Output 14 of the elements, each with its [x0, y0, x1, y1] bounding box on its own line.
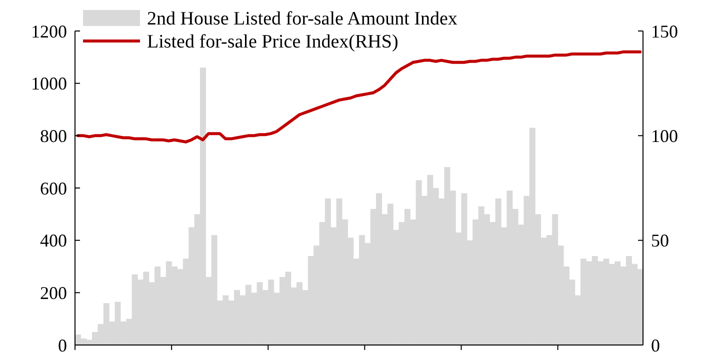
y2-tick-label: 150 — [651, 21, 678, 42]
y2-tick-label: 100 — [651, 126, 678, 146]
y-tick-label: 1200 — [31, 21, 67, 42]
y-tick-label: 0 — [58, 335, 67, 356]
legend-label: 2nd House Listed for-sale Amount Index — [147, 8, 458, 30]
y-tick-label: 800 — [40, 126, 67, 146]
y-tick-label: 400 — [40, 230, 67, 251]
y2-tick-label: 0 — [651, 335, 660, 356]
legend-label: Listed for-sale Price Index(RHS) — [147, 32, 398, 53]
y2-tick-label: 50 — [651, 230, 669, 251]
line-series — [76, 50, 642, 144]
y-tick-label: 200 — [40, 282, 67, 303]
y-tick-label: 1000 — [31, 74, 67, 94]
y-tick-label: 600 — [40, 178, 67, 198]
